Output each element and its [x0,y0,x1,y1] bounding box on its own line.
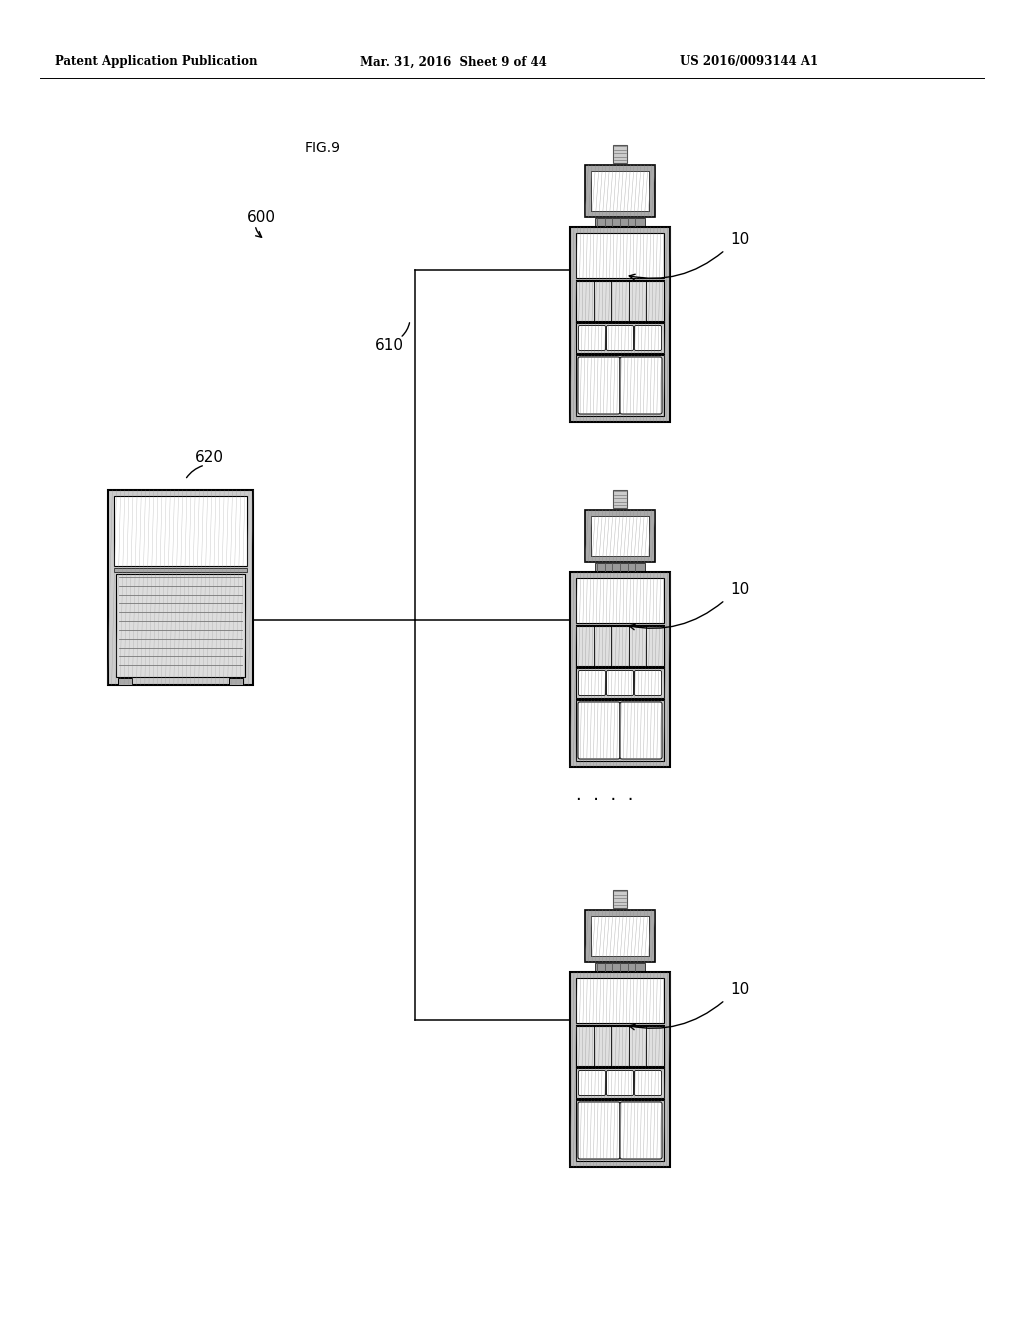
Bar [575,1068,664,1098]
Bar [575,578,664,623]
Bar [595,218,645,226]
Bar [595,964,645,972]
Text: Patent Application Publication: Patent Application Publication [55,55,257,69]
FancyBboxPatch shape [620,702,662,759]
Text: 10: 10 [730,982,750,998]
FancyBboxPatch shape [579,1071,605,1096]
Text: 600: 600 [247,210,276,224]
Bar [575,1100,664,1162]
Text: FIG.9: FIG.9 [305,141,341,154]
Bar [613,145,627,162]
Bar [575,281,664,321]
FancyBboxPatch shape [606,1071,634,1096]
Text: ·  ·  ·  ·: · · · · [577,791,634,809]
Text: 10: 10 [730,582,750,598]
Text: 610: 610 [375,338,404,352]
Bar [118,678,131,685]
Bar [570,227,670,422]
Bar [570,972,670,1167]
FancyBboxPatch shape [635,1071,662,1096]
Bar [116,574,245,677]
Bar [591,916,649,956]
Text: US 2016/0093144 A1: US 2016/0093144 A1 [680,55,818,69]
Bar [575,978,664,1023]
Bar [585,510,655,562]
FancyBboxPatch shape [579,671,605,696]
Bar [575,323,664,352]
Bar [591,516,649,556]
FancyBboxPatch shape [620,1102,662,1159]
Bar [613,490,627,508]
FancyBboxPatch shape [635,326,662,351]
Bar [108,490,253,685]
Text: 620: 620 [195,450,224,466]
FancyBboxPatch shape [579,326,605,351]
FancyBboxPatch shape [578,356,620,414]
FancyBboxPatch shape [606,326,634,351]
Text: 10: 10 [730,232,750,248]
Bar [570,572,670,767]
FancyBboxPatch shape [635,671,662,696]
FancyBboxPatch shape [606,671,634,696]
Bar [114,496,247,566]
Bar [575,1026,664,1067]
FancyBboxPatch shape [578,702,620,759]
FancyBboxPatch shape [578,1102,620,1159]
Bar [585,165,655,216]
Bar [613,890,627,908]
Bar [585,909,655,962]
Bar [575,626,664,667]
Text: Mar. 31, 2016  Sheet 9 of 44: Mar. 31, 2016 Sheet 9 of 44 [360,55,547,69]
FancyBboxPatch shape [620,356,662,414]
Bar [575,700,664,762]
Bar [228,678,243,685]
Bar [575,668,664,698]
Bar [114,568,247,572]
Bar [591,172,649,211]
Bar [575,355,664,416]
Bar [595,564,645,572]
Bar [575,234,664,279]
